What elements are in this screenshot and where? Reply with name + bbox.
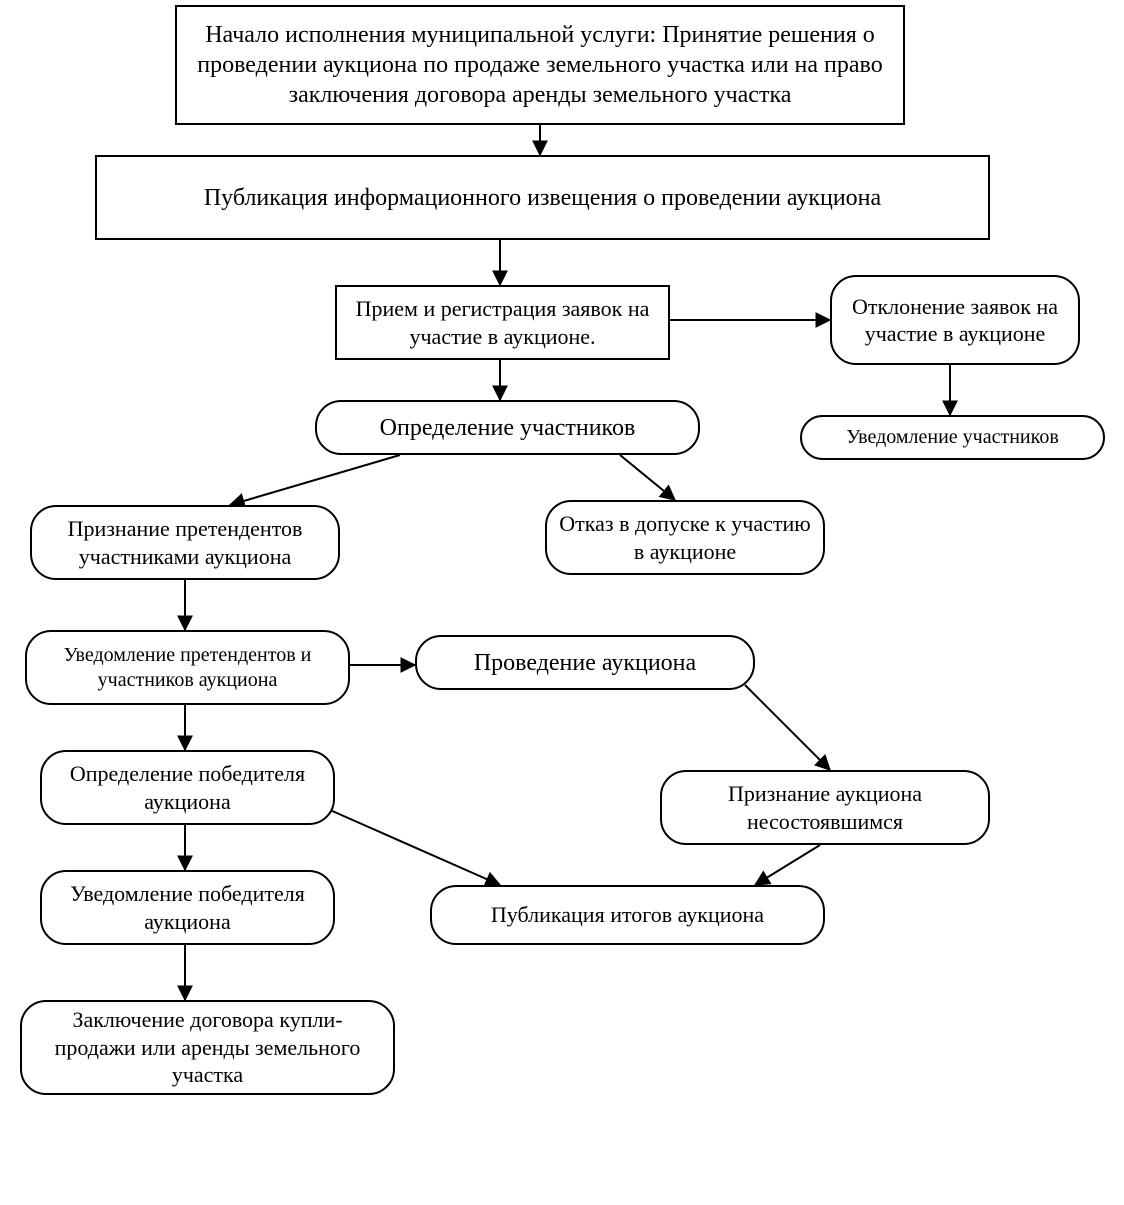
flow-node-n0: Начало исполнения муниципальной услуги: …: [175, 5, 905, 125]
flow-edge-e10: [745, 685, 830, 770]
flow-node-label: Признание претендентов участниками аукци…: [42, 515, 328, 570]
flow-node-n1: Публикация информационного извещения о п…: [95, 155, 990, 240]
flow-node-n4: Определение участников: [315, 400, 700, 455]
flow-node-label: Публикация итогов аукциона: [491, 901, 764, 929]
flow-node-n10: Определение победителя аукциона: [40, 750, 335, 825]
flow-node-label: Определение участников: [380, 413, 636, 443]
flow-node-label: Заключение договора купли-продажи или ар…: [32, 1006, 383, 1089]
flow-node-n5: Уведомление участников: [800, 415, 1105, 460]
flow-edge-e6: [620, 455, 675, 500]
flow-node-label: Прием и регистрация заявок на участие в …: [347, 295, 658, 350]
flow-node-n6: Признание претендентов участниками аукци…: [30, 505, 340, 580]
flow-edge-e13: [755, 845, 820, 885]
flow-node-n13: Публикация итогов аукциона: [430, 885, 825, 945]
flow-node-n7: Отказ в допуске к участию в аукционе: [545, 500, 825, 575]
flow-node-n11: Признание аукциона несостоявшимся: [660, 770, 990, 845]
flow-node-label: Признание аукциона несостоявшимся: [672, 780, 978, 835]
flow-node-n8: Уведомление претендентов и участников ау…: [25, 630, 350, 705]
flow-node-label: Проведение аукциона: [474, 648, 696, 678]
flow-node-label: Публикация информационного извещения о п…: [204, 183, 881, 213]
flow-node-label: Уведомление претендентов и участников ау…: [37, 643, 338, 693]
flow-edge-e12: [330, 810, 500, 885]
flow-node-label: Уведомление участников: [846, 425, 1059, 450]
flow-node-n9: Проведение аукциона: [415, 635, 755, 690]
flow-node-label: Определение победителя аукциона: [52, 760, 323, 815]
flow-node-n3: Отклонение заявок на участие в аукционе: [830, 275, 1080, 365]
flow-edge-e5: [230, 455, 400, 505]
flow-node-label: Начало исполнения муниципальной услуги: …: [187, 20, 893, 110]
flow-node-label: Уведомление победителя аукциона: [52, 880, 323, 935]
flow-node-label: Отклонение заявок на участие в аукционе: [842, 293, 1068, 348]
flow-node-n12: Уведомление победителя аукциона: [40, 870, 335, 945]
flow-node-n14: Заключение договора купли-продажи или ар…: [20, 1000, 395, 1095]
flow-node-n2: Прием и регистрация заявок на участие в …: [335, 285, 670, 360]
flowchart-stage: Начало исполнения муниципальной услуги: …: [0, 0, 1124, 1205]
flow-node-label: Отказ в допуске к участию в аукционе: [557, 510, 813, 565]
